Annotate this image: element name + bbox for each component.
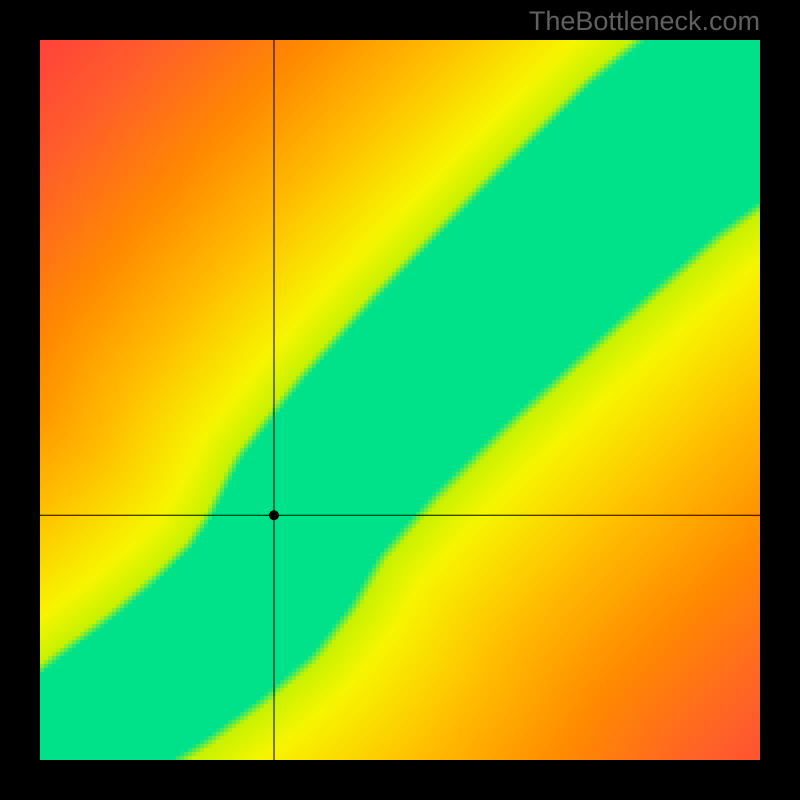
watermark-text: TheBottleneck.com [529, 6, 760, 37]
crosshair-dot [269, 510, 279, 520]
chart-root: TheBottleneck.com [0, 0, 800, 800]
overlay-layer [0, 0, 800, 800]
